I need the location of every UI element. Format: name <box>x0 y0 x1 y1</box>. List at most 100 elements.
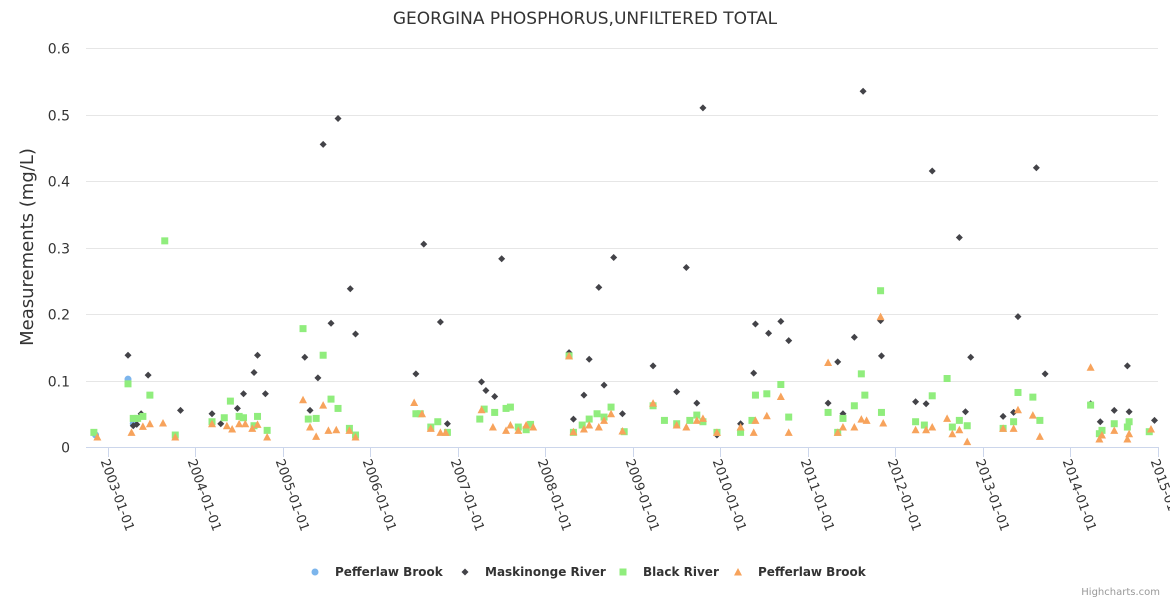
data-point[interactable] <box>480 405 488 413</box>
data-point[interactable] <box>963 437 972 446</box>
data-point[interactable] <box>1095 435 1104 443</box>
data-point[interactable] <box>850 402 858 410</box>
data-point[interactable] <box>241 419 250 428</box>
legend-item[interactable]: Pefferlaw Brook <box>311 565 444 579</box>
data-point[interactable] <box>319 351 327 359</box>
data-point[interactable] <box>441 428 450 436</box>
data-point[interactable] <box>912 398 920 406</box>
data-point[interactable] <box>1086 363 1095 371</box>
data-point[interactable] <box>1098 426 1106 434</box>
data-point[interactable] <box>93 433 102 441</box>
data-point[interactable] <box>649 362 657 370</box>
data-point[interactable] <box>1150 416 1158 424</box>
data-point[interactable] <box>124 351 132 359</box>
data-point[interactable] <box>877 352 885 360</box>
data-point[interactable] <box>649 399 658 407</box>
data-point[interactable] <box>1087 401 1095 409</box>
data-point[interactable] <box>776 392 785 400</box>
data-point[interactable] <box>502 426 511 434</box>
data-point[interactable] <box>961 408 969 416</box>
data-point[interactable] <box>145 419 154 428</box>
data-point[interactable] <box>751 320 759 328</box>
data-point[interactable] <box>763 390 771 398</box>
data-point[interactable] <box>682 423 691 431</box>
data-point[interactable] <box>748 416 756 424</box>
data-point[interactable] <box>1014 313 1022 321</box>
data-point[interactable] <box>327 319 335 327</box>
data-point[interactable] <box>595 283 603 291</box>
data-point[interactable] <box>171 433 180 441</box>
data-point[interactable] <box>824 399 832 407</box>
data-point[interactable] <box>250 369 258 377</box>
legend-item[interactable]: Maskinonge River <box>461 565 606 579</box>
data-point[interactable] <box>948 429 957 438</box>
data-point[interactable] <box>334 114 342 122</box>
data-point[interactable] <box>692 416 701 424</box>
data-point[interactable] <box>434 418 442 426</box>
data-point[interactable] <box>777 317 785 325</box>
data-point[interactable] <box>600 381 608 389</box>
data-point[interactable] <box>222 421 231 430</box>
data-point[interactable] <box>580 391 588 399</box>
data-point[interactable] <box>922 425 931 434</box>
data-point[interactable] <box>693 411 701 419</box>
legend-label[interactable]: Pefferlaw Brook <box>335 565 444 579</box>
data-point[interactable] <box>955 425 964 434</box>
data-point[interactable] <box>660 416 668 424</box>
data-point[interactable] <box>299 325 307 333</box>
data-point[interactable] <box>862 416 871 424</box>
data-point[interactable] <box>351 433 360 441</box>
data-point[interactable] <box>877 287 885 295</box>
data-point[interactable] <box>749 428 758 436</box>
data-point[interactable] <box>578 421 586 429</box>
data-point[interactable] <box>420 240 428 248</box>
data-point[interactable] <box>698 414 707 422</box>
data-point[interactable] <box>673 388 681 396</box>
data-point[interactable] <box>263 433 272 441</box>
data-point[interactable] <box>261 390 269 398</box>
data-point[interactable] <box>220 414 228 422</box>
data-point[interactable] <box>426 424 435 432</box>
data-point[interactable] <box>124 380 132 388</box>
data-point[interactable] <box>522 421 531 429</box>
data-point[interactable] <box>1146 425 1155 433</box>
data-point[interactable] <box>785 413 793 421</box>
data-point[interactable] <box>850 333 858 341</box>
data-point[interactable] <box>228 425 237 433</box>
data-point[interactable] <box>1029 393 1037 401</box>
data-point[interactable] <box>412 410 420 418</box>
data-point[interactable] <box>1096 418 1104 426</box>
data-point[interactable] <box>502 404 510 412</box>
data-point[interactable] <box>948 423 956 431</box>
data-point[interactable] <box>208 419 217 428</box>
data-point[interactable] <box>240 414 248 422</box>
data-point[interactable] <box>911 425 920 434</box>
data-point[interactable] <box>312 414 320 422</box>
data-point[interactable] <box>1036 416 1044 424</box>
legend-label[interactable]: Black River <box>643 565 719 579</box>
data-point[interactable] <box>765 329 773 337</box>
data-point[interactable] <box>1014 388 1022 396</box>
legend-symbol[interactable] <box>619 568 627 576</box>
data-point[interactable] <box>1125 408 1133 416</box>
legend-label[interactable]: Maskinonge River <box>485 565 606 579</box>
data-point[interactable] <box>491 408 499 416</box>
legend-symbol[interactable] <box>734 568 742 576</box>
data-point[interactable] <box>922 400 930 408</box>
data-point[interactable] <box>1035 432 1044 440</box>
legend-item[interactable]: Black River <box>619 565 719 579</box>
data-point[interactable] <box>1010 408 1018 416</box>
data-point[interactable] <box>436 318 444 326</box>
data-point[interactable] <box>332 425 341 434</box>
data-point[interactable] <box>1009 424 1018 432</box>
data-point[interactable] <box>1123 435 1132 443</box>
data-point[interactable] <box>607 409 616 418</box>
data-point[interactable] <box>134 414 142 422</box>
data-point[interactable] <box>967 353 975 361</box>
data-point[interactable] <box>1041 370 1049 378</box>
data-point[interactable] <box>1110 420 1118 428</box>
data-point[interactable] <box>579 425 588 433</box>
data-point[interactable] <box>253 420 262 428</box>
data-point[interactable] <box>144 371 152 379</box>
data-point[interactable] <box>522 426 530 434</box>
